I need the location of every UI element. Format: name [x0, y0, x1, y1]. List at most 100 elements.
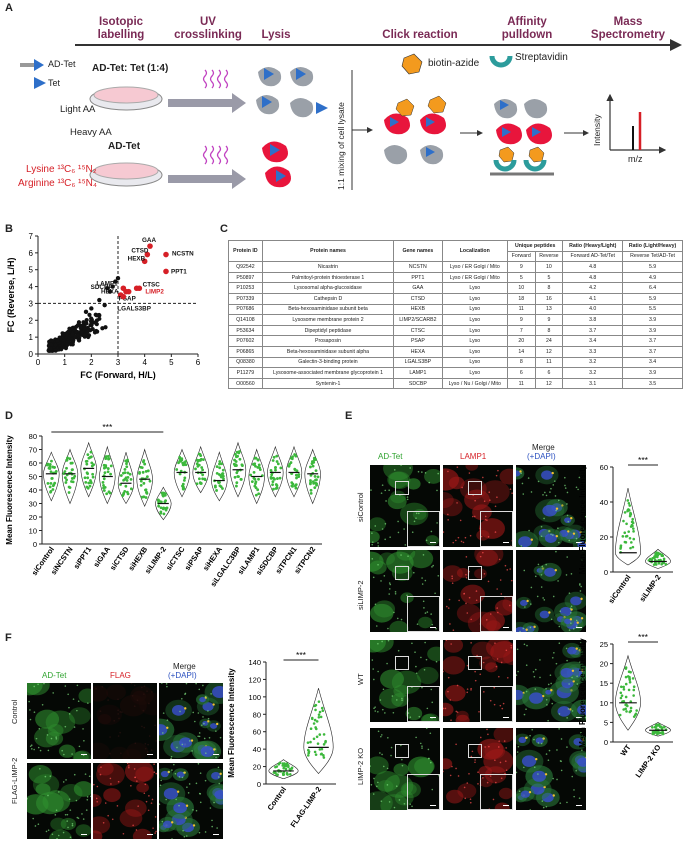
- violin-point: [254, 482, 257, 486]
- violin-point: [159, 506, 163, 510]
- violin-point: [321, 709, 325, 713]
- violin-point: [626, 704, 629, 708]
- violin-point: [123, 467, 127, 471]
- violin-point: [660, 553, 664, 556]
- violin-point: [311, 464, 315, 468]
- violin-point: [312, 737, 316, 741]
- zoom-inset: [406, 773, 440, 810]
- violin-category-label: FLAG-LIMP-2: [289, 785, 324, 829]
- violin-point: [257, 492, 261, 496]
- violin-point: [656, 551, 660, 555]
- violin-point: [87, 481, 91, 485]
- scatter-highlight-point: [163, 268, 169, 275]
- table-cell: 4.1: [562, 292, 624, 305]
- scatter-point: [89, 306, 94, 311]
- e-image-r3-c1: [443, 728, 513, 810]
- violin-y-label: Mean Fluorescence Intensity: [578, 638, 587, 748]
- violin-point: [294, 473, 298, 477]
- table-cell: 16: [534, 292, 564, 305]
- violin-point: [160, 491, 164, 495]
- violin-point: [144, 488, 147, 492]
- violin-point: [661, 561, 665, 565]
- violin-point: [274, 487, 278, 490]
- violin-shape: [43, 451, 60, 502]
- dish-light: [89, 86, 163, 111]
- table-cell: 14: [507, 345, 536, 358]
- violin-point: [66, 456, 69, 460]
- violin-point: [252, 462, 255, 466]
- ms-y-label: Intensity: [592, 114, 602, 146]
- violin-shape: [285, 445, 303, 498]
- violin-point: [102, 484, 105, 487]
- violin-point: [315, 482, 318, 486]
- violin-point: [287, 464, 291, 468]
- violin-point: [309, 465, 312, 469]
- violin-point: [215, 471, 219, 475]
- violin-point: [90, 461, 94, 465]
- violin-point: [664, 563, 668, 566]
- violin-point: [215, 465, 219, 469]
- e-image-r2-c1: [443, 640, 513, 722]
- violin-point: [315, 735, 319, 739]
- violin-point: [318, 710, 322, 714]
- scatter-point: [61, 332, 66, 337]
- violin-point: [635, 709, 638, 712]
- violin-point: [627, 502, 631, 505]
- violin-point: [622, 519, 625, 523]
- violin-point: [220, 462, 224, 466]
- table-cell: Prosaposin: [261, 335, 395, 347]
- th-protein-id: Protein ID: [228, 239, 263, 263]
- th-ratio-lh: Ratio (Light/Heavy): [622, 240, 683, 252]
- table-cell: 4.9: [622, 271, 683, 284]
- violin-point: [627, 688, 631, 692]
- table-cell: 5.5: [622, 303, 683, 316]
- violin-point: [214, 485, 217, 489]
- violin-point: [237, 475, 240, 479]
- scatter-point: [75, 333, 81, 338]
- table-cell: PSAP: [393, 335, 443, 347]
- violin-point: [318, 748, 322, 751]
- violin-point: [315, 720, 319, 723]
- table-row: P07602 Prosaposin PSAP Lyso 20 24 3.4 3.7: [228, 335, 683, 347]
- violin-y-tick: 0: [604, 738, 608, 747]
- scatter-point: [49, 342, 54, 347]
- zoom-inset: [479, 510, 513, 547]
- violin-point: [655, 723, 659, 727]
- table-cell: 6.4: [622, 282, 683, 294]
- violin-point: [271, 483, 274, 487]
- violin-point: [276, 462, 280, 466]
- th-reverse: Reverse: [534, 250, 564, 263]
- violin-point: [51, 488, 55, 491]
- lysine-label: Lysine ¹³C₆ ¹⁵N₂: [26, 164, 97, 175]
- violin-point: [162, 512, 166, 516]
- violin-point: [307, 750, 311, 753]
- scatter-point: [100, 326, 105, 331]
- violin-point: [632, 685, 636, 688]
- violin-point: [320, 747, 324, 751]
- violin-point: [159, 500, 163, 504]
- violin-y-tick: 40: [29, 486, 37, 495]
- violin-point: [319, 715, 323, 719]
- violin-point: [632, 688, 636, 692]
- scatter-point: [70, 326, 75, 331]
- table-cell: 10: [534, 261, 564, 273]
- table-cell: P07686: [228, 303, 263, 316]
- violin-point: [104, 456, 108, 460]
- violin-point: [178, 459, 182, 463]
- scatter-y-label: FC (Reverse, L/H): [6, 257, 16, 332]
- violin-point: [215, 489, 218, 492]
- violin-point: [320, 752, 323, 756]
- violin-point: [70, 477, 74, 480]
- violin-point: [662, 557, 666, 561]
- violin-point: [279, 466, 283, 470]
- violin-point: [620, 694, 624, 697]
- violin-y-tick: 100: [248, 693, 261, 702]
- scatter-y-tick: 0: [29, 350, 34, 359]
- th-forward: Forward: [507, 250, 536, 263]
- violin-point: [199, 457, 203, 461]
- scale-bar: [81, 833, 87, 835]
- violin-point: [46, 462, 50, 466]
- violin-point: [128, 472, 132, 476]
- violin-point: [83, 476, 87, 480]
- violin-point: [142, 495, 146, 499]
